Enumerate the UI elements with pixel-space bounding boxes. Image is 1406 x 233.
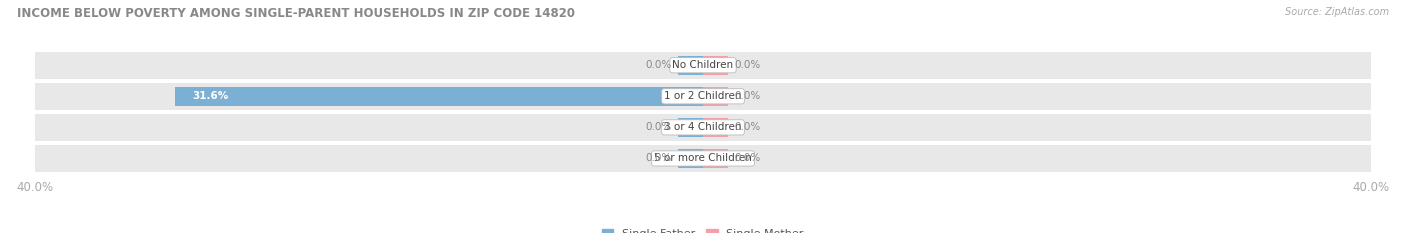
- Bar: [678, 149, 703, 168]
- Bar: [35, 114, 1371, 141]
- Text: 0.0%: 0.0%: [735, 60, 761, 70]
- Text: 31.6%: 31.6%: [193, 91, 228, 101]
- Bar: [703, 118, 728, 137]
- Text: 0.0%: 0.0%: [735, 122, 761, 132]
- Text: 0.0%: 0.0%: [645, 154, 671, 163]
- Text: 5 or more Children: 5 or more Children: [654, 154, 752, 163]
- Text: 0.0%: 0.0%: [645, 122, 671, 132]
- Text: No Children: No Children: [672, 60, 734, 70]
- Bar: [678, 118, 703, 137]
- Bar: [35, 51, 1371, 79]
- Text: INCOME BELOW POVERTY AMONG SINGLE-PARENT HOUSEHOLDS IN ZIP CODE 14820: INCOME BELOW POVERTY AMONG SINGLE-PARENT…: [17, 7, 575, 20]
- Text: 0.0%: 0.0%: [735, 154, 761, 163]
- Bar: [35, 83, 1371, 110]
- Text: 0.0%: 0.0%: [645, 60, 671, 70]
- Bar: [703, 149, 728, 168]
- Bar: [678, 56, 703, 75]
- Bar: [703, 87, 728, 106]
- Bar: [35, 145, 1371, 172]
- Bar: [703, 56, 728, 75]
- Text: 3 or 4 Children: 3 or 4 Children: [664, 122, 742, 132]
- Text: 1 or 2 Children: 1 or 2 Children: [664, 91, 742, 101]
- Legend: Single Father, Single Mother: Single Father, Single Mother: [602, 229, 804, 233]
- Text: Source: ZipAtlas.com: Source: ZipAtlas.com: [1285, 7, 1389, 17]
- Text: 0.0%: 0.0%: [735, 91, 761, 101]
- Bar: [176, 87, 703, 106]
